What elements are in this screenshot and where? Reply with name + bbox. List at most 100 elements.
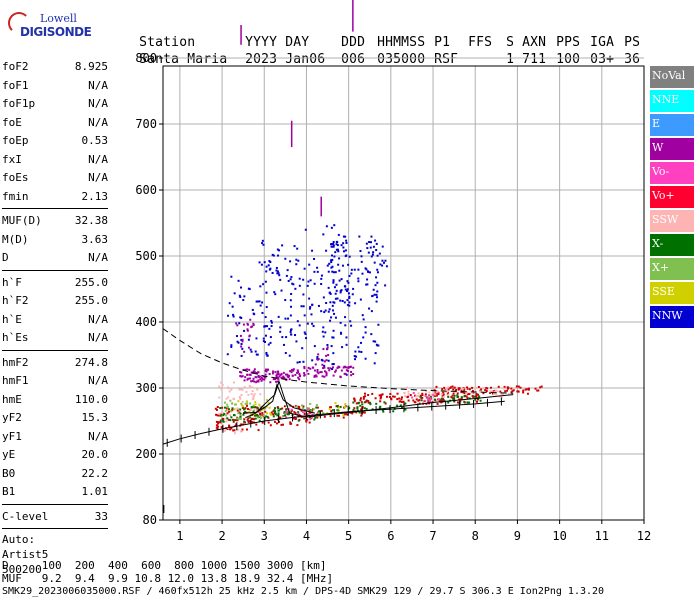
echo-point-series-0 (332, 363, 335, 366)
echo-point-series-4 (283, 411, 286, 414)
echo-point-series-3 (225, 420, 228, 423)
echo-point-series-2 (272, 413, 275, 416)
echo-point-series-7 (302, 411, 305, 414)
echo-point-series-0 (322, 326, 325, 329)
echo-point-series-0 (327, 310, 330, 313)
echo-point-series-0 (270, 319, 273, 322)
param-key: foF1 (2, 78, 29, 92)
echo-point-series-2 (409, 394, 412, 397)
echo-point-series-2 (418, 402, 421, 405)
echo-point-series-4 (219, 406, 222, 409)
echo-point-series-2 (364, 400, 367, 403)
echo-point-series-0 (330, 226, 333, 229)
echo-point-series-2 (472, 395, 475, 398)
echo-point-series-4 (404, 408, 407, 411)
echo-point-series-0 (369, 246, 372, 249)
echo-point-series-2 (259, 412, 262, 415)
echo-point-series-2 (447, 391, 450, 394)
logo-line2: DIGISONDE (20, 25, 92, 39)
echo-point-series-2 (273, 420, 276, 423)
echo-point-series-0 (266, 325, 269, 328)
echo-point-series-1 (314, 374, 317, 377)
echo-point-series-2 (456, 401, 459, 404)
echo-point-series-0 (240, 343, 243, 346)
hdr-label-ddd: DDD (341, 35, 366, 50)
legend-e: E (650, 114, 694, 136)
echo-point-series-1 (307, 372, 310, 375)
echo-point-series-2 (232, 429, 235, 432)
echo-point-series-2 (396, 398, 399, 401)
echo-point-series-0 (255, 353, 258, 356)
echo-point-series-0 (372, 340, 375, 343)
echo-point-series-1 (241, 338, 244, 341)
echo-point-series-0 (230, 275, 233, 278)
echo-point-series-3 (500, 396, 503, 399)
echo-point-series-0 (284, 351, 287, 354)
echo-point-series-1 (239, 375, 242, 378)
x-tick-label: 7 (429, 529, 436, 543)
echo-point-series-5 (284, 412, 287, 415)
echo-point-series-0 (335, 248, 338, 251)
echo-point-series-2 (367, 400, 370, 403)
echo-point-series-2 (359, 399, 362, 402)
echo-point-series-4 (250, 406, 253, 409)
echo-point-series-3 (218, 385, 221, 388)
echo-point-series-1 (325, 374, 328, 377)
param-row-b1: B1 1.01 (2, 483, 108, 502)
echo-point-series-2 (441, 394, 444, 397)
echo-point-series-3 (243, 386, 246, 389)
echo-point-series-1 (332, 366, 335, 369)
echo-point-series-0 (232, 313, 235, 316)
echo-point-series-1 (347, 366, 350, 369)
echo-point-series-1 (257, 380, 260, 383)
echo-point-series-5 (234, 403, 237, 406)
legend-ssw: SSW (650, 210, 694, 232)
echo-point-series-5 (312, 408, 315, 411)
echo-point-series-2 (345, 412, 348, 415)
echo-point-series-2 (360, 408, 363, 411)
echo-point-series-0 (305, 337, 308, 340)
echo-point-series-1 (257, 375, 260, 378)
echo-point-series-0 (339, 321, 342, 324)
echo-point-series-0 (345, 336, 348, 339)
echo-point-series-4 (227, 408, 230, 411)
x-tick-label: 3 (261, 529, 268, 543)
echo-point-series-4 (392, 410, 395, 413)
echo-point-series-3 (431, 393, 434, 396)
param-value: 0.53 (81, 134, 109, 147)
echo-point-series-0 (316, 356, 319, 359)
echo-point-series-1 (332, 374, 335, 377)
echo-point-series-0 (275, 269, 278, 272)
param-value: N/A (88, 97, 108, 110)
echo-point-series-4 (222, 420, 225, 423)
echo-point-series-3 (493, 393, 496, 396)
echo-point-series-0 (265, 306, 268, 309)
echo-point-series-1 (244, 368, 247, 371)
echo-point-series-0 (257, 300, 260, 303)
echo-point-series-3 (233, 381, 236, 384)
echo-point-series-0 (348, 274, 351, 277)
echo-point-series-6 (342, 414, 345, 417)
echo-point-series-2 (216, 406, 219, 409)
echo-point-series-7 (311, 413, 314, 416)
echo-point-series-7 (429, 397, 432, 400)
param-row-clevel: C-level 33 (2, 508, 108, 527)
echo-point-series-5 (239, 417, 242, 420)
echo-point-series-0 (357, 277, 360, 280)
param-key: hmF2 (2, 355, 29, 369)
echo-point-series-2 (466, 386, 469, 389)
param-row-fxi: fxI N/A (2, 151, 108, 170)
echo-point-series-3 (495, 393, 498, 396)
logo-line1: Lowell (40, 12, 77, 25)
echo-point-series-2 (229, 428, 232, 431)
param-value: 2.13 (81, 189, 109, 203)
hdr-value-iga: 03+ (590, 52, 615, 67)
echo-point-series-0 (290, 305, 293, 308)
echo-point-series-4 (279, 408, 282, 411)
echo-point-series-4 (223, 412, 226, 415)
echo-point-series-4 (276, 414, 279, 417)
echo-point-series-4 (222, 419, 225, 422)
echo-point-series-0 (303, 314, 306, 317)
echo-point-series-2 (477, 386, 480, 389)
echo-point-series-0 (340, 278, 343, 281)
